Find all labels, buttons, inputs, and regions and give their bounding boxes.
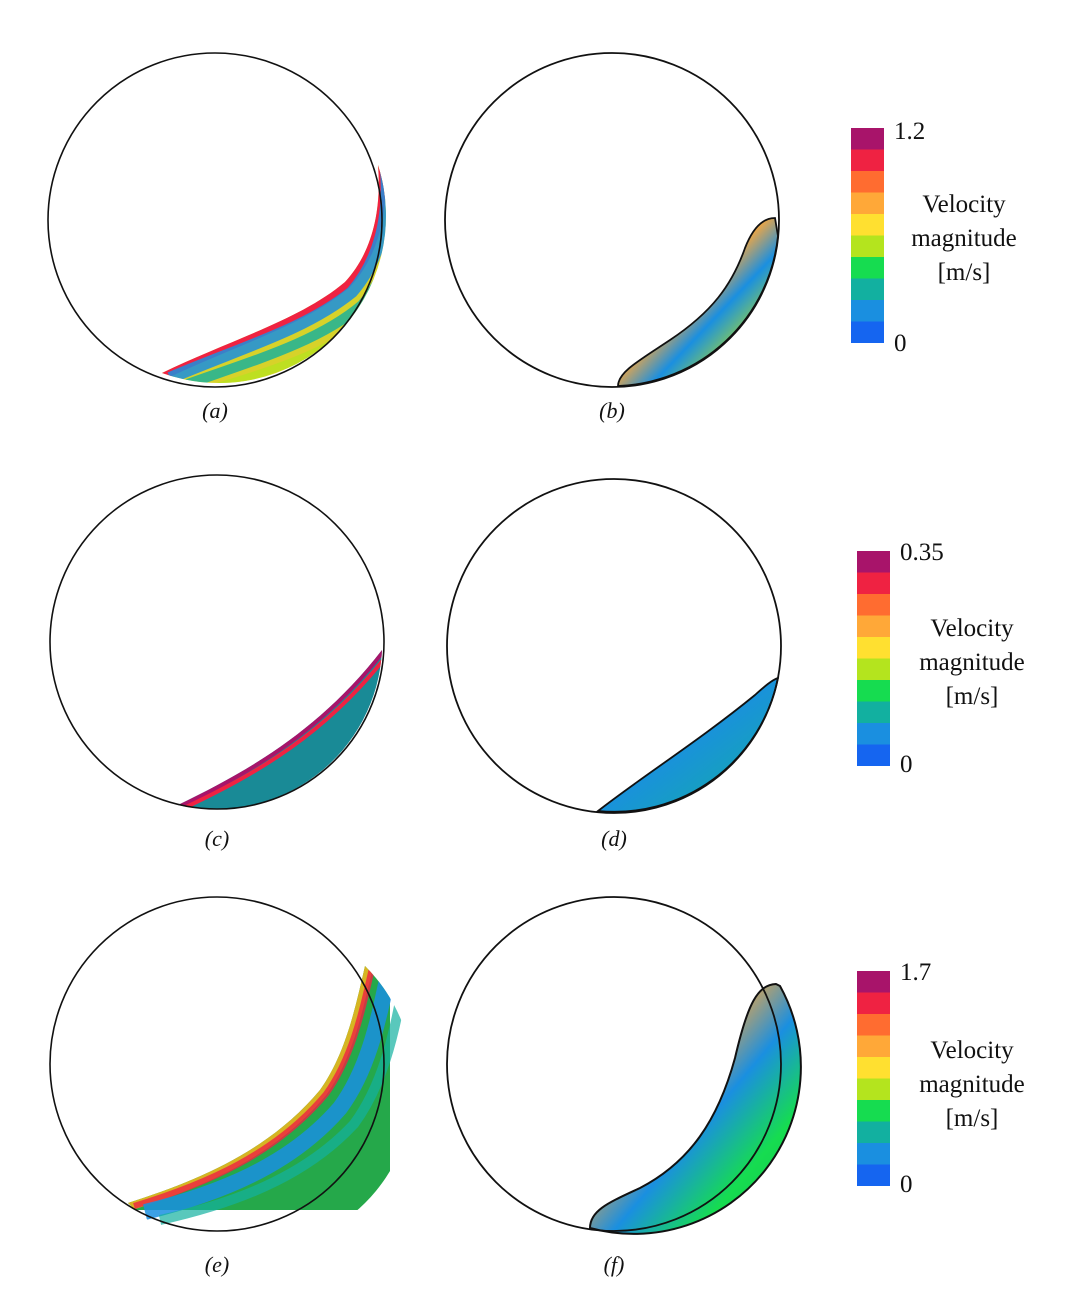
- colorbar-2-min: 0: [900, 751, 913, 778]
- colorbar-3-title-line-1: Velocity: [930, 1037, 1014, 1064]
- colorbar-1-title-line-1: Velocity: [922, 191, 1006, 218]
- continuum-bed-f: [588, 982, 802, 1235]
- colorbar-3-max: 1.7: [900, 959, 931, 986]
- panel-label-a: (a): [202, 398, 228, 423]
- drum-outline-d: [446, 478, 782, 814]
- drum-outline-e: [49, 896, 385, 1232]
- panel-c: (c): [49, 474, 385, 851]
- colorbar-2-title-line-1: Velocity: [930, 615, 1014, 642]
- colorbar-2-title-line-3: [m/s]: [946, 683, 999, 710]
- panel-f: (f): [446, 896, 802, 1277]
- drum-outline-c: [49, 474, 385, 810]
- drum-outline-a: [47, 52, 383, 388]
- panel-label-f: (f): [604, 1252, 625, 1277]
- colorbar-3-swatches: [857, 971, 890, 1186]
- panel-label-e: (e): [205, 1252, 229, 1277]
- colorbar-1-title-line-3: [m/s]: [938, 259, 991, 286]
- continuum-bed-d: [595, 676, 780, 813]
- panel-e: (e): [49, 896, 407, 1277]
- panel-label-c: (c): [205, 826, 229, 851]
- panel-label-d: (d): [601, 826, 627, 851]
- colorbar-1-title-line-2: magnitude: [911, 225, 1017, 252]
- colorbar-2: 0.35 0 Velocity magnitude [m/s]: [857, 539, 1025, 778]
- colorbar-3-title-line-3: [m/s]: [946, 1105, 999, 1132]
- drum-outline-f: [446, 896, 782, 1232]
- colorbar-3-title-line-2: magnitude: [919, 1071, 1025, 1098]
- panel-label-b: (b): [599, 398, 625, 423]
- granular-bed-e: [128, 966, 407, 1225]
- granular-bed-c: [178, 650, 382, 810]
- colorbar-2-swatches: [857, 551, 890, 766]
- colorbar-2-title-line-2: magnitude: [919, 649, 1025, 676]
- continuum-bed-b: [617, 217, 779, 387]
- granular-bed-a: [162, 165, 386, 384]
- colorbar-2-max: 0.35: [900, 539, 944, 566]
- panel-d: (d): [446, 478, 782, 851]
- colorbar-3: 1.7 0 Velocity magnitude [m/s]: [857, 959, 1025, 1198]
- colorbar-1-min: 0: [894, 330, 907, 357]
- colorbar-1: 1.2 0 Velocity magnitude [m/s]: [851, 118, 1017, 357]
- panel-b: (b): [444, 52, 780, 423]
- colorbar-1-max: 1.2: [894, 118, 925, 145]
- drum-outline-b: [444, 52, 780, 388]
- panel-a: (a): [47, 52, 386, 423]
- colorbar-1-swatches: [851, 128, 884, 343]
- colorbar-3-min: 0: [900, 1171, 913, 1198]
